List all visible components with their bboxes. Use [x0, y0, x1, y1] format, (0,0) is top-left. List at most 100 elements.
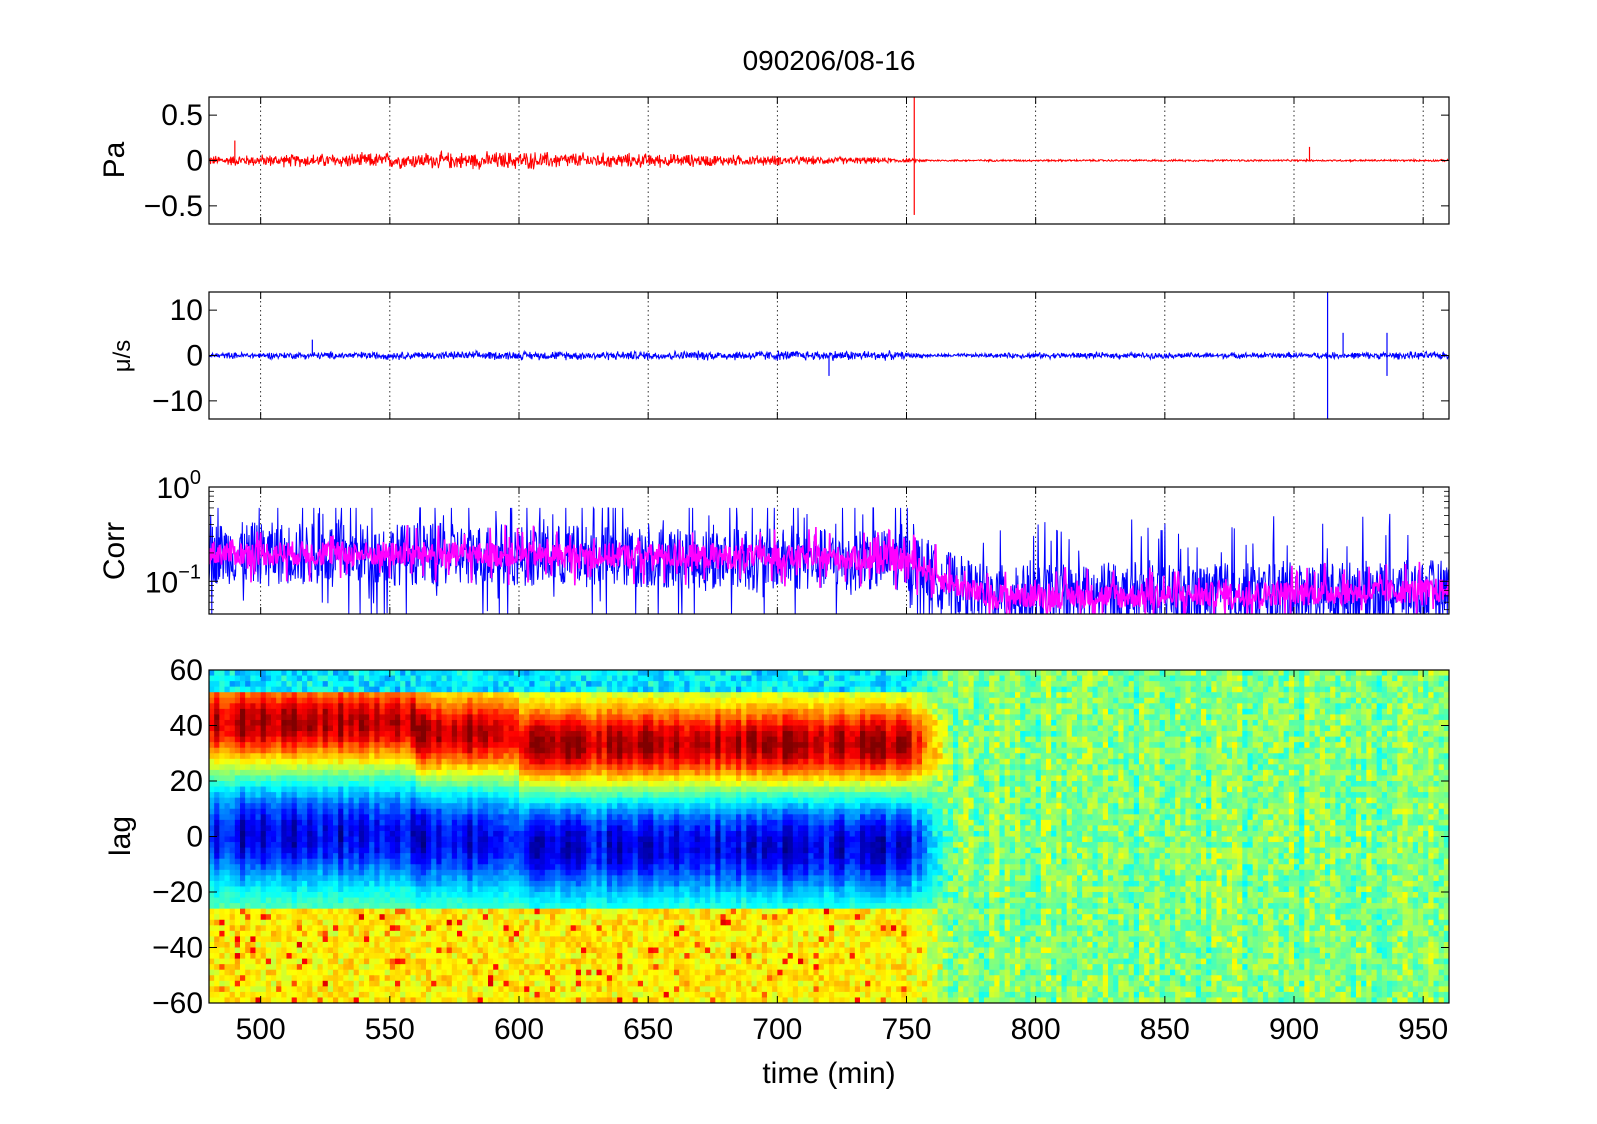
heatmap-cell	[281, 842, 288, 849]
heatmap-cell	[400, 797, 406, 804]
heatmap-cell	[519, 825, 525, 832]
heatmap-cell	[312, 908, 319, 915]
heatmap-cell	[467, 725, 474, 732]
heatmap-cell	[446, 964, 453, 971]
heatmap-cell	[255, 803, 262, 810]
heatmap-cell	[591, 914, 598, 921]
heatmap-cell	[333, 869, 339, 876]
heatmap-cell	[617, 714, 623, 721]
heatmap-cell	[405, 892, 412, 899]
heatmap-cell	[322, 670, 329, 677]
heatmap-cell	[260, 830, 267, 838]
heatmap-cell	[379, 947, 386, 954]
heatmap-cell	[436, 719, 443, 727]
heatmap-cell	[369, 753, 375, 760]
heatmap-cell	[451, 819, 458, 826]
heatmap-cell	[369, 975, 375, 982]
heatmap-cell	[519, 969, 525, 976]
heatmap-cell	[410, 864, 417, 871]
heatmap-cell	[312, 708, 319, 715]
heatmap-cell	[606, 819, 613, 826]
heatmap-cell	[271, 719, 277, 727]
heatmap-cell	[291, 753, 298, 760]
heatmap-cell	[333, 975, 339, 982]
heatmap-cell	[224, 703, 231, 710]
heatmap-cell	[570, 719, 577, 727]
heatmap-cell	[586, 781, 592, 788]
heatmap-cell	[544, 986, 551, 993]
heatmap-cell	[534, 714, 541, 721]
heatmap-cell	[348, 819, 355, 826]
heatmap-cell	[312, 742, 319, 749]
heatmap-cell	[369, 930, 375, 937]
heatmap-cell	[209, 725, 215, 732]
heatmap-cell	[312, 858, 319, 865]
heatmap-cell	[477, 925, 484, 932]
heatmap-cell	[457, 986, 463, 993]
heatmap-cell	[348, 686, 355, 693]
heatmap-cell	[224, 864, 231, 871]
heatmap-cell	[395, 825, 401, 832]
heatmap-cell	[524, 836, 530, 843]
heatmap-cell	[369, 880, 375, 888]
heatmap-cell	[441, 803, 448, 810]
heatmap-cell	[601, 941, 608, 949]
heatmap-cell	[565, 986, 572, 993]
heatmap-cell	[472, 853, 479, 860]
heatmap-cell	[374, 719, 381, 727]
heatmap-cell	[581, 714, 587, 721]
heatmap-cell	[410, 908, 417, 915]
heatmap-cell	[591, 869, 598, 876]
heatmap-cell	[477, 941, 484, 949]
heatmap-cell	[601, 886, 608, 893]
heatmap-cell	[534, 731, 541, 738]
heatmap-cell	[534, 869, 541, 876]
heatmap-cell	[503, 853, 510, 860]
heatmap-cell	[586, 908, 592, 915]
heatmap-cell	[529, 925, 536, 932]
y-tick-label: −10	[152, 385, 203, 418]
heatmap-cell	[333, 797, 339, 804]
heatmap-cell	[240, 864, 246, 871]
heatmap-cell	[451, 842, 458, 849]
heatmap-cell	[508, 830, 515, 838]
heatmap-cell	[529, 708, 536, 715]
heatmap-cell	[260, 875, 267, 882]
heatmap-cell	[415, 908, 422, 915]
heatmap-cell	[400, 980, 406, 987]
heatmap-cell	[286, 847, 293, 854]
heatmap-cell	[379, 675, 386, 682]
heatmap-cell	[560, 919, 567, 926]
heatmap-cell	[343, 853, 350, 860]
heatmap-cell	[534, 769, 541, 777]
heatmap-cell	[560, 853, 567, 860]
heatmap-cell	[586, 764, 592, 771]
heatmap-cell	[327, 731, 334, 738]
heatmap-cell	[493, 692, 499, 699]
heatmap-cell	[229, 830, 236, 838]
heatmap-cell	[477, 731, 484, 738]
heatmap-cell	[240, 708, 246, 715]
heatmap-cell	[420, 681, 427, 688]
heatmap-cell	[322, 697, 329, 704]
heatmap-cell	[555, 830, 561, 838]
heatmap-cell	[601, 842, 608, 849]
heatmap-cell	[348, 764, 355, 771]
heatmap-cell	[493, 858, 499, 865]
heatmap-cell	[524, 892, 530, 899]
heatmap-cell	[477, 930, 484, 937]
heatmap-cell	[436, 964, 443, 971]
heatmap-cell	[405, 947, 412, 954]
heatmap-cell	[539, 980, 546, 987]
heatmap-cell	[240, 670, 246, 677]
heatmap-cell	[234, 703, 241, 710]
heatmap-cell	[472, 991, 479, 999]
heatmap-cell	[436, 975, 443, 982]
heatmap-cell	[260, 753, 267, 760]
heatmap-cell	[457, 958, 463, 965]
heatmap-cell	[477, 708, 484, 715]
heatmap-cell	[250, 747, 257, 754]
heatmap-cell	[364, 969, 370, 976]
heatmap-cell	[591, 792, 598, 799]
